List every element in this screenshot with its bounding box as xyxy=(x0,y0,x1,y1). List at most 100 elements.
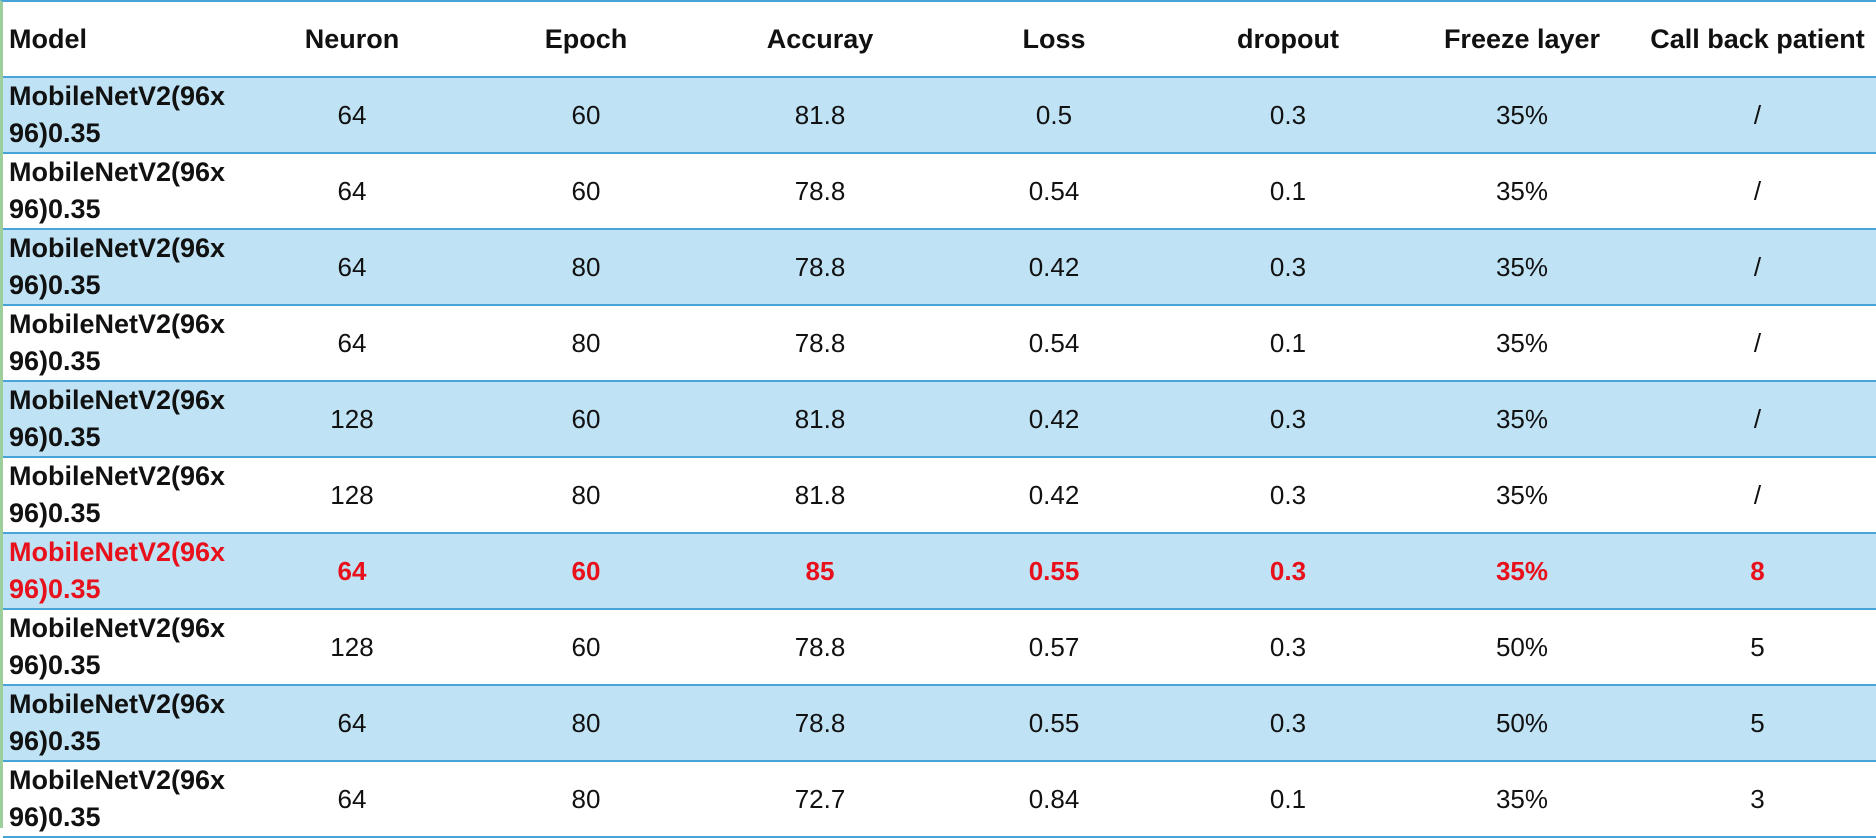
header-freeze-layer[interactable]: Freeze layer xyxy=(1405,2,1639,78)
cell-model[interactable]: MobileNetV2(96x96)0.35 xyxy=(3,761,235,838)
cell-accuracy[interactable]: 81.8 xyxy=(703,457,937,534)
cell-freeze-layer[interactable]: 35% xyxy=(1405,77,1639,154)
cell-accuracy[interactable]: 78.8 xyxy=(703,153,937,230)
cell-call-back-patient[interactable]: 5 xyxy=(1639,609,1876,686)
cell-loss[interactable]: 0.55 xyxy=(937,685,1171,762)
table-row: MobileNetV2(96x96)0.35 128 80 81.8 0.42 0.3 35… xyxy=(3,457,1876,534)
cell-model[interactable]: MobileNetV2(96x96)0.35 xyxy=(3,153,235,230)
cell-epoch[interactable]: 60 xyxy=(469,153,703,230)
cell-dropout[interactable]: 0.3 xyxy=(1171,381,1405,458)
cell-model[interactable]: MobileNetV2(96x96)0.35 xyxy=(3,305,235,382)
cell-loss[interactable]: 0.57 xyxy=(937,609,1171,686)
table-row: MobileNetV2(96x96)0.35 64 80 78.8 0.42 0.3 35%… xyxy=(3,229,1876,306)
cell-neuron[interactable]: 64 xyxy=(235,77,469,154)
cell-dropout[interactable]: 0.3 xyxy=(1171,609,1405,686)
cell-model[interactable]: MobileNetV2(96x96)0.35 xyxy=(3,533,235,610)
cell-dropout[interactable]: 0.1 xyxy=(1171,761,1405,838)
cell-freeze-layer[interactable]: 35% xyxy=(1405,533,1639,610)
cell-epoch[interactable]: 80 xyxy=(469,761,703,838)
header-dropout[interactable]: dropout xyxy=(1171,2,1405,78)
cell-model[interactable]: MobileNetV2(96x96)0.35 xyxy=(3,381,235,458)
cell-loss[interactable]: 0.84 xyxy=(937,761,1171,838)
cell-accuracy[interactable]: 72.7 xyxy=(703,761,937,838)
cell-neuron[interactable]: 64 xyxy=(235,305,469,382)
header-epoch[interactable]: Epoch xyxy=(469,2,703,78)
cell-model[interactable]: MobileNetV2(96x96)0.35 xyxy=(3,457,235,534)
cell-accuracy[interactable]: 78.8 xyxy=(703,685,937,762)
cell-call-back-patient[interactable]: / xyxy=(1639,153,1876,230)
cell-neuron[interactable]: 64 xyxy=(235,533,469,610)
cell-call-back-patient[interactable]: / xyxy=(1639,381,1876,458)
cell-neuron[interactable]: 64 xyxy=(235,685,469,762)
cell-call-back-patient[interactable]: / xyxy=(1639,77,1876,154)
cell-freeze-layer[interactable]: 50% xyxy=(1405,609,1639,686)
cell-neuron[interactable]: 64 xyxy=(235,761,469,838)
cell-freeze-layer[interactable]: 35% xyxy=(1405,457,1639,534)
cell-accuracy[interactable]: 78.8 xyxy=(703,609,937,686)
cell-model[interactable]: MobileNetV2(96x96)0.35 xyxy=(3,609,235,686)
cell-dropout[interactable]: 0.3 xyxy=(1171,229,1405,306)
cell-freeze-layer[interactable]: 50% xyxy=(1405,685,1639,762)
header-accuracy[interactable]: Accuray xyxy=(703,2,937,78)
header-neuron[interactable]: Neuron xyxy=(235,2,469,78)
cell-loss[interactable]: 0.42 xyxy=(937,457,1171,534)
cell-freeze-layer[interactable]: 35% xyxy=(1405,761,1639,838)
cell-loss[interactable]: 0.54 xyxy=(937,305,1171,382)
cell-loss[interactable]: 0.54 xyxy=(937,153,1171,230)
header-call-back-patient[interactable]: Call back patient xyxy=(1639,2,1876,78)
cell-neuron[interactable]: 128 xyxy=(235,381,469,458)
table-row: MobileNetV2(96x96)0.35 128 60 78.8 0.57 0.3 50… xyxy=(3,609,1876,686)
cell-call-back-patient[interactable]: 8 xyxy=(1639,533,1876,610)
cell-freeze-layer[interactable]: 35% xyxy=(1405,305,1639,382)
cell-model[interactable]: MobileNetV2(96x96)0.35 xyxy=(3,229,235,306)
table-row: MobileNetV2(96x96)0.35 64 80 72.7 0.84 0.1 35%… xyxy=(3,761,1876,838)
cell-dropout[interactable]: 0.3 xyxy=(1171,685,1405,762)
cell-epoch[interactable]: 60 xyxy=(469,609,703,686)
cell-dropout[interactable]: 0.3 xyxy=(1171,77,1405,154)
cell-call-back-patient[interactable]: / xyxy=(1639,305,1876,382)
header-row: Model Neuron Epoch Accuray Loss dropout … xyxy=(3,2,1876,78)
table-row: MobileNetV2(96x96)0.35 64 80 78.8 0.55 0.3 50%… xyxy=(3,685,1876,762)
cell-call-back-patient[interactable]: 3 xyxy=(1639,761,1876,838)
cell-freeze-layer[interactable]: 35% xyxy=(1405,229,1639,306)
cell-loss[interactable]: 0.5 xyxy=(937,77,1171,154)
cell-epoch[interactable]: 80 xyxy=(469,457,703,534)
table-row: MobileNetV2(96x96)0.35 64 60 81.8 0.5 0.3 35% / xyxy=(3,77,1876,154)
cell-dropout[interactable]: 0.3 xyxy=(1171,533,1405,610)
cell-freeze-layer[interactable]: 35% xyxy=(1405,381,1639,458)
cell-accuracy[interactable]: 81.8 xyxy=(703,77,937,154)
cell-loss[interactable]: 0.42 xyxy=(937,381,1171,458)
cell-epoch[interactable]: 80 xyxy=(469,229,703,306)
cell-model[interactable]: MobileNetV2(96x96)0.35 xyxy=(3,77,235,154)
cell-model[interactable]: MobileNetV2(96x96)0.35 xyxy=(3,685,235,762)
cell-neuron[interactable]: 128 xyxy=(235,457,469,534)
table-row: MobileNetV2(96x96)0.35 64 60 78.8 0.54 0.1 35%… xyxy=(3,153,1876,230)
cell-freeze-layer[interactable]: 35% xyxy=(1405,153,1639,230)
cell-accuracy[interactable]: 81.8 xyxy=(703,381,937,458)
cell-loss[interactable]: 0.42 xyxy=(937,229,1171,306)
cell-epoch[interactable]: 60 xyxy=(469,533,703,610)
cell-dropout[interactable]: 0.1 xyxy=(1171,153,1405,230)
cell-epoch[interactable]: 80 xyxy=(469,685,703,762)
cell-loss[interactable]: 0.55 xyxy=(937,533,1171,610)
results-table: Model Neuron Epoch Accuray Loss dropout … xyxy=(3,2,1876,838)
cell-accuracy[interactable]: 78.8 xyxy=(703,229,937,306)
header-loss[interactable]: Loss xyxy=(937,2,1171,78)
cell-call-back-patient[interactable]: / xyxy=(1639,229,1876,306)
cell-epoch[interactable]: 80 xyxy=(469,305,703,382)
cell-neuron[interactable]: 64 xyxy=(235,229,469,306)
cell-accuracy[interactable]: 85 xyxy=(703,533,937,610)
cell-call-back-patient[interactable]: 5 xyxy=(1639,685,1876,762)
cell-epoch[interactable]: 60 xyxy=(469,381,703,458)
cell-call-back-patient[interactable]: / xyxy=(1639,457,1876,534)
cell-accuracy[interactable]: 78.8 xyxy=(703,305,937,382)
cell-neuron[interactable]: 128 xyxy=(235,609,469,686)
cell-dropout[interactable]: 0.1 xyxy=(1171,305,1405,382)
header-model[interactable]: Model xyxy=(3,2,235,78)
cell-dropout[interactable]: 0.3 xyxy=(1171,457,1405,534)
table-row: MobileNetV2(96x96)0.35 128 60 81.8 0.42 0.3 35… xyxy=(3,381,1876,458)
cell-epoch[interactable]: 60 xyxy=(469,77,703,154)
table-row-highlighted: MobileNetV2(96x96)0.35 64 60 85 0.55 0.3 35% 8 xyxy=(3,533,1876,610)
cell-neuron[interactable]: 64 xyxy=(235,153,469,230)
